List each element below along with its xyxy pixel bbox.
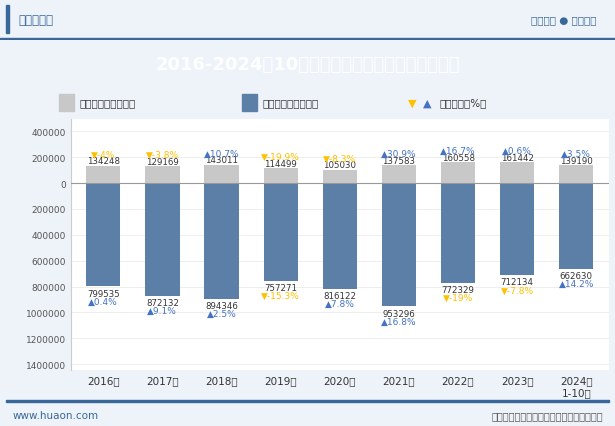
Text: 872132: 872132	[146, 299, 179, 308]
Bar	[500, 163, 534, 184]
Text: 114499: 114499	[264, 159, 297, 168]
Text: 出口总额（万美元）: 出口总额（万美元）	[79, 98, 136, 108]
Text: 799535: 799535	[87, 289, 120, 298]
Text: ▼-19.9%: ▼-19.9%	[261, 153, 300, 162]
Text: 137583: 137583	[383, 156, 415, 165]
Bar	[145, 167, 180, 184]
Bar	[263, 169, 298, 184]
Bar	[382, 166, 416, 184]
Text: 129169: 129169	[146, 158, 179, 167]
Text: 757271: 757271	[264, 284, 297, 293]
Text: 134248: 134248	[87, 157, 120, 166]
Bar	[323, 170, 357, 184]
Bar	[441, 163, 475, 184]
Bar	[86, 167, 121, 184]
Text: ▲3.5%: ▲3.5%	[561, 150, 591, 159]
Text: ▼-4%: ▼-4%	[91, 150, 116, 159]
Text: 同比增速（%）: 同比增速（%）	[440, 98, 487, 108]
Text: ▲0.4%: ▲0.4%	[89, 297, 118, 306]
Bar	[263, 184, 298, 281]
Text: ▲16.7%: ▲16.7%	[440, 147, 476, 156]
Bar	[500, 184, 534, 276]
Bar	[242, 95, 256, 112]
Text: 数据来源：中国海关，华经产业研究院整理: 数据来源：中国海关，华经产业研究院整理	[491, 410, 603, 420]
Text: ▲14.2%: ▲14.2%	[558, 279, 594, 288]
Bar	[86, 184, 121, 287]
Text: ▼-8.3%: ▼-8.3%	[323, 154, 356, 163]
Text: ▼-19%: ▼-19%	[443, 294, 473, 302]
Text: ▼: ▼	[408, 98, 417, 108]
Text: ▲2.5%: ▲2.5%	[207, 309, 236, 318]
Bar	[559, 184, 593, 269]
Text: ▼-3.8%: ▼-3.8%	[146, 151, 179, 160]
Text: ▲: ▲	[423, 98, 431, 108]
Text: 816122: 816122	[323, 291, 356, 300]
Text: 105030: 105030	[323, 161, 356, 170]
Text: ▲30.9%: ▲30.9%	[381, 150, 417, 159]
Text: ▲0.6%: ▲0.6%	[502, 147, 532, 156]
Text: 进口总额（万美元）: 进口总额（万美元）	[263, 98, 319, 108]
Bar	[204, 184, 239, 299]
Text: 2016-2024年10月吉林省外商投资企业进、出口额: 2016-2024年10月吉林省外商投资企业进、出口额	[155, 56, 460, 74]
Text: ▲7.8%: ▲7.8%	[325, 299, 355, 308]
Bar	[323, 184, 357, 289]
Text: 953296: 953296	[383, 309, 415, 318]
Bar	[6, 6, 9, 35]
Text: 专业严谨 ● 客观科学: 专业严谨 ● 客观科学	[531, 15, 597, 25]
Text: ▲16.8%: ▲16.8%	[381, 317, 417, 326]
Bar	[559, 166, 593, 184]
Text: 662630: 662630	[560, 271, 593, 280]
Bar	[59, 95, 74, 112]
Text: 772329: 772329	[442, 285, 475, 294]
Text: ▼-15.3%: ▼-15.3%	[261, 292, 300, 301]
Text: www.huaon.com: www.huaon.com	[12, 410, 98, 420]
Bar	[0, 39, 615, 40]
Text: 161442: 161442	[501, 153, 534, 162]
Bar	[382, 184, 416, 307]
Bar	[6, 400, 609, 403]
Text: 143011: 143011	[205, 155, 238, 164]
Text: ▲10.7%: ▲10.7%	[204, 149, 239, 158]
Text: 712134: 712134	[501, 278, 534, 287]
Bar	[441, 184, 475, 283]
Text: 894346: 894346	[205, 301, 238, 310]
Bar	[145, 184, 180, 296]
Bar	[204, 165, 239, 184]
Text: ▼-7.8%: ▼-7.8%	[501, 286, 534, 295]
Text: ▲9.1%: ▲9.1%	[148, 306, 177, 315]
Text: 160558: 160558	[442, 153, 475, 162]
Text: 华经情报网: 华经情报网	[18, 14, 54, 27]
Text: 139190: 139190	[560, 156, 593, 165]
